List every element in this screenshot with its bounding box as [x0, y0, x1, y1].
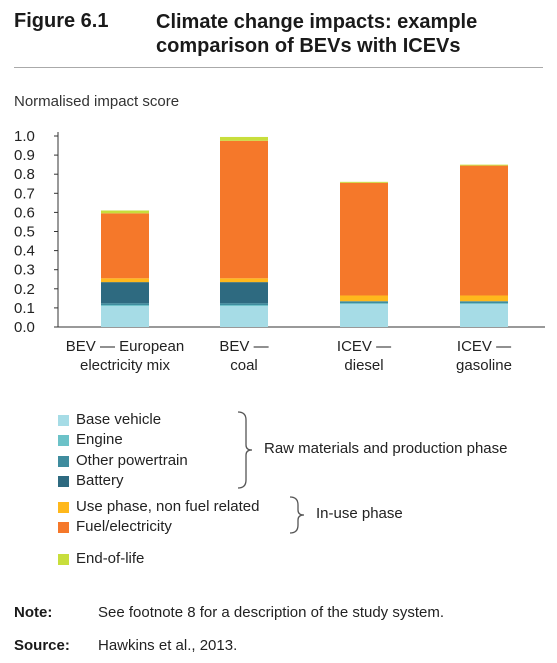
bar-segment	[101, 210, 149, 214]
y-tick-label: 0.7	[14, 185, 35, 202]
source-label: Source:	[14, 637, 70, 654]
y-axis-title: Normalised impact score	[14, 93, 180, 110]
bar-segment	[101, 305, 149, 306]
y-tick-label: 0.4	[14, 243, 35, 260]
bar-segment	[220, 303, 268, 306]
bar-segment	[220, 305, 268, 327]
bar-segment	[220, 305, 268, 306]
legend-swatch	[58, 502, 69, 513]
note-label: Note:	[14, 604, 53, 621]
figure-title-line-2: comparison of BEVs with ICEVs	[156, 35, 461, 57]
legend-swatch	[58, 415, 69, 426]
legend-label: Use phase, non fuel related	[76, 498, 260, 515]
legend-swatch	[58, 456, 69, 467]
figure-title-line-1: Climate change impacts: example	[156, 11, 478, 33]
y-tick-label: 0.6	[14, 204, 35, 221]
bar-segment	[460, 304, 508, 327]
x-category-label: BEV —	[219, 338, 269, 355]
y-tick-label: 0.2	[14, 281, 35, 298]
header-divider	[14, 67, 543, 68]
legend-swatch	[58, 522, 69, 533]
legend-brace	[237, 411, 253, 489]
bar-segment	[340, 182, 388, 296]
bar-segment	[220, 136, 268, 141]
bar-segment	[340, 303, 388, 305]
legend-label: End-of-life	[76, 550, 145, 567]
figure-number: Figure 6.1	[14, 10, 109, 32]
y-tick-label: 0.9	[14, 147, 35, 164]
legend-brace	[289, 496, 305, 534]
stacked-bar-chart: 0.0 0.1 0.2 0.3 0.4 0.5 0.6 0.7 0.8 0.9 1.0	[14, 128, 545, 336]
bar-segment	[101, 305, 149, 327]
bar-segment	[101, 213, 149, 279]
x-category-label: ICEV —	[456, 338, 512, 355]
legend-label: Battery	[76, 472, 124, 489]
x-category-label: diesel	[344, 357, 384, 374]
y-tick-label: 0.8	[14, 166, 35, 183]
source-text: Hawkins et al., 2013.	[98, 637, 238, 654]
bar-segment	[460, 164, 508, 166]
bar-segment	[340, 181, 388, 183]
y-tick-label: 0.1	[14, 300, 35, 317]
bar-segment	[340, 301, 388, 304]
legend-label: Other powertrain	[76, 452, 188, 469]
x-category-label: coal	[230, 357, 258, 374]
bar-segment	[101, 282, 149, 304]
y-tick-label: 0.3	[14, 262, 35, 279]
x-category-label: electricity mix	[79, 357, 171, 374]
note-text: See footnote 8 for a description of the …	[98, 604, 445, 621]
legend-group-label: In-use phase	[316, 505, 403, 522]
bar-segment	[460, 303, 508, 305]
bar-segment	[220, 278, 268, 283]
bar-segment	[220, 140, 268, 279]
legend-label: Engine	[76, 431, 123, 448]
x-category-label: gasoline	[456, 357, 512, 374]
x-category-label: BEV — European	[65, 338, 185, 355]
legend-swatch	[58, 476, 69, 487]
bar-segment	[340, 304, 388, 327]
y-tick-label: 1.0	[14, 128, 35, 145]
bar-segment	[101, 303, 149, 306]
bar-segment	[460, 295, 508, 302]
y-tick-label: 0.5	[14, 224, 35, 241]
legend-label: Base vehicle	[76, 411, 162, 428]
bar-segment	[340, 295, 388, 302]
legend-swatch	[58, 435, 69, 446]
legend-group-label: Raw materials and production phase	[264, 440, 508, 457]
bar-segment	[220, 282, 268, 304]
legend-swatch	[58, 554, 69, 565]
bar-segment	[101, 278, 149, 283]
figure-title: Climate change impacts: example comparis…	[156, 10, 536, 58]
bar-segment	[460, 301, 508, 304]
bar-segment	[460, 165, 508, 296]
y-tick-label: 0.0	[14, 319, 35, 336]
x-category-label: ICEV —	[336, 338, 392, 355]
legend-label: Fuel/electricity	[76, 518, 172, 535]
